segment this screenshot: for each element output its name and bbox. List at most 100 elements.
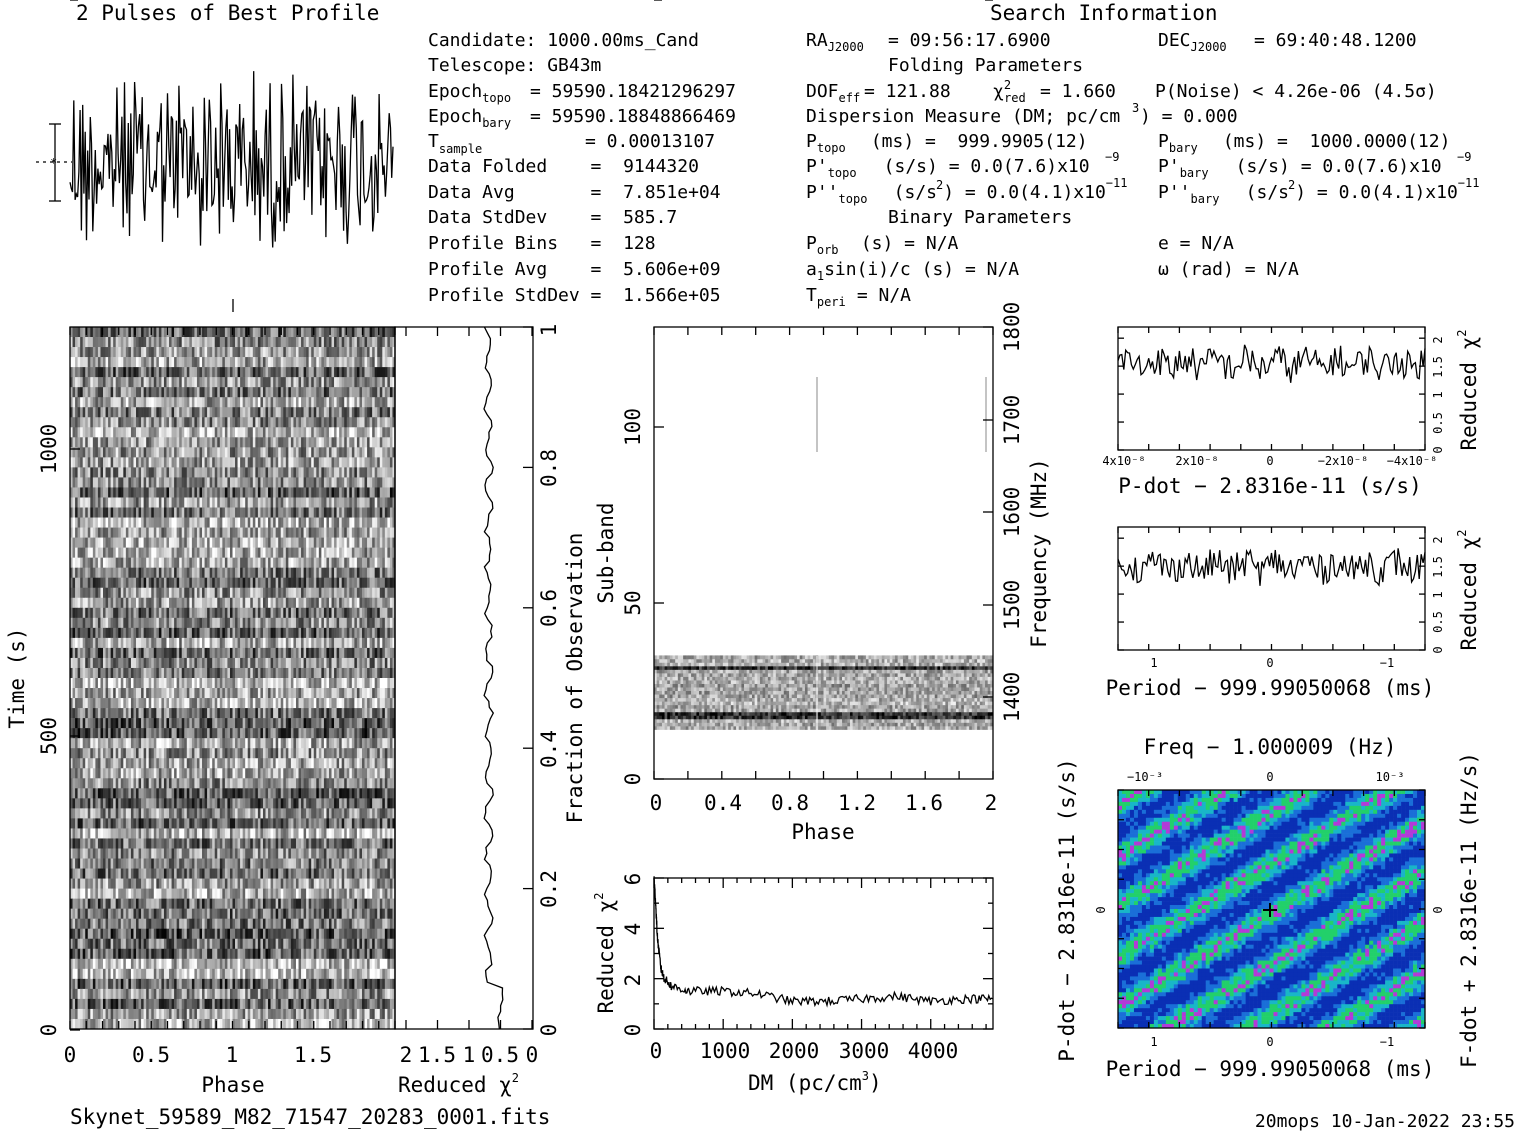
tp-cell [118, 607, 122, 619]
tp-cell [369, 678, 373, 689]
tp-cell [171, 447, 175, 458]
tp-cell [374, 547, 378, 558]
tp-cell [285, 367, 289, 378]
tp-cell [369, 337, 373, 348]
tp-cell [136, 517, 139, 528]
tp-cell [367, 587, 370, 599]
tp-cell [90, 477, 94, 488]
tp-cell [384, 647, 388, 659]
tp-cell [158, 617, 162, 629]
tp-cell [161, 567, 165, 579]
tp-cell [156, 567, 160, 579]
tp-cell [199, 497, 203, 508]
tp-cell [389, 547, 393, 558]
tp-cell [351, 527, 355, 538]
tp-cell [295, 347, 299, 358]
tp-cell [163, 407, 167, 418]
tp-cell [262, 587, 266, 599]
tp-cell [311, 617, 315, 629]
tp-cell [250, 557, 254, 568]
tp-cell [346, 627, 350, 639]
tp-cell [209, 497, 213, 508]
tp-cell [318, 527, 322, 538]
tp-cell [283, 427, 287, 438]
tp-cell [273, 597, 276, 609]
tp-cell [80, 667, 83, 679]
tp-cell [179, 667, 183, 679]
tp-cell [336, 457, 340, 468]
tp-cell [356, 407, 360, 418]
tp-cell [202, 427, 205, 438]
tp-cell [257, 357, 261, 368]
tp-cell [158, 407, 162, 418]
tp-cell [306, 517, 309, 528]
tp-cell [308, 637, 312, 649]
tp-cell [240, 507, 243, 518]
tp-cell [100, 657, 104, 669]
tp-cell [250, 667, 254, 679]
tp-cell [120, 627, 124, 639]
tp-cell [349, 667, 353, 679]
tp-cell [77, 437, 81, 448]
tp-cell [295, 457, 299, 468]
tp-cell [344, 557, 348, 568]
tp-cell [191, 467, 195, 478]
tp-cell [359, 447, 363, 458]
tp-cell [303, 407, 307, 418]
tp-cell [189, 507, 193, 518]
tp-cell [318, 678, 322, 689]
tp-cell [212, 667, 216, 679]
tp-cell [278, 617, 282, 629]
tp-cell [275, 607, 279, 619]
tp-cell [318, 657, 322, 669]
tp-cell [199, 557, 203, 568]
tp-cell [389, 688, 393, 699]
tp-cell [354, 357, 358, 368]
tp-cell [270, 567, 274, 579]
tp-cell [224, 387, 228, 398]
tp-cell [85, 617, 89, 629]
tp-cell [326, 517, 330, 528]
tp-cell [156, 377, 160, 388]
tp-cell [196, 688, 200, 699]
tp-cell [283, 587, 287, 599]
tp-cell [339, 627, 342, 639]
tp-cell [72, 617, 76, 629]
tp-cell [87, 637, 91, 649]
tp-cell [285, 587, 289, 599]
tp-cell [270, 437, 274, 448]
tp-cell [82, 678, 86, 689]
tp-cell [115, 377, 119, 388]
tp-cell [341, 527, 345, 538]
tp-cell [97, 437, 101, 448]
tp-cell [115, 597, 119, 609]
tp-cell [293, 567, 297, 579]
tp-cell [377, 457, 381, 468]
tp-cell [161, 367, 165, 378]
tp-cell [90, 597, 94, 609]
tp-cell [232, 627, 236, 639]
tp-cell [273, 397, 276, 408]
tp-cell [262, 537, 266, 548]
tp-cell [171, 467, 175, 478]
tp-cell [214, 678, 218, 689]
tp-cell [176, 567, 180, 579]
tp-cell [349, 437, 353, 448]
tp-cell [316, 667, 320, 679]
tp-cell [186, 637, 190, 649]
tp-cell [105, 708, 109, 719]
tp-cell [356, 387, 360, 398]
tp-cell [209, 577, 213, 589]
tp-cell [212, 527, 216, 538]
tp-cell [158, 597, 162, 609]
tp-cell [339, 367, 342, 378]
tp-cell [285, 387, 289, 398]
tp-cell [181, 477, 185, 488]
tp-cell [308, 377, 312, 388]
tp-cell [364, 698, 368, 709]
tp-cell [250, 678, 254, 689]
tp-cell [354, 467, 358, 478]
tp-cell [336, 678, 340, 689]
tp-cell [143, 708, 147, 719]
tp-cell [351, 417, 355, 428]
